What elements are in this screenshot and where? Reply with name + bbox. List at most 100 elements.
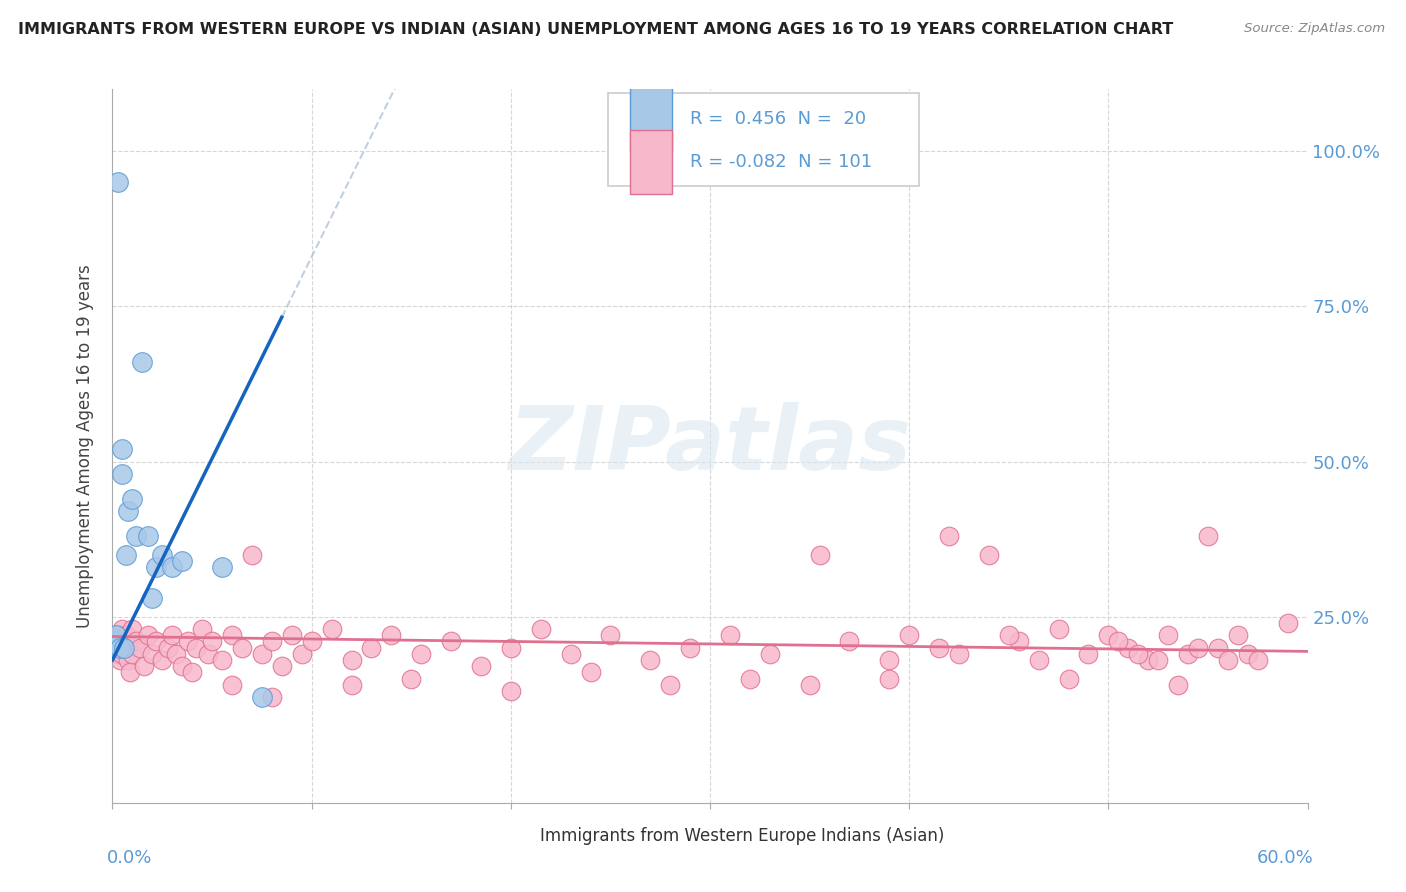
Point [125, 529, 148, 543]
Point [111, 467, 134, 481]
Point [221, 628, 243, 642]
Point [172, 554, 194, 568]
Point [121, 622, 143, 636]
Point [114, 634, 135, 648]
Text: IMMIGRANTS FROM WESTERN EUROPE VS INDIAN (ASIAN) UNEMPLOYMENT AMONG AGES 16 TO 1: IMMIGRANTS FROM WESTERN EUROPE VS INDIAN… [18, 22, 1174, 37]
Point [1197, 529, 1219, 543]
Point [114, 640, 135, 655]
Point [111, 622, 134, 636]
Point [197, 647, 219, 661]
Point [145, 634, 167, 648]
Point [107, 647, 129, 661]
Point [579, 665, 602, 680]
Point [1277, 615, 1299, 630]
Point [221, 678, 243, 692]
FancyBboxPatch shape [609, 93, 920, 186]
Text: R =  0.456  N =  20: R = 0.456 N = 20 [690, 110, 866, 128]
Point [321, 622, 343, 636]
Point [838, 634, 860, 648]
Point [260, 634, 283, 648]
Point [879, 653, 901, 667]
Point [110, 653, 132, 667]
Point [105, 628, 128, 642]
Point [117, 640, 139, 655]
Point [1147, 653, 1170, 667]
Point [120, 634, 142, 648]
Point [499, 640, 522, 655]
Point [470, 659, 492, 673]
Point [103, 634, 125, 648]
Point [111, 647, 134, 661]
Point [1247, 653, 1270, 667]
Point [659, 678, 682, 692]
Point [120, 665, 142, 680]
Point [898, 628, 921, 642]
Point [759, 647, 782, 661]
Point [260, 690, 283, 705]
Point [1187, 640, 1209, 655]
Point [162, 560, 183, 574]
Point [799, 678, 821, 692]
Point [1177, 647, 1199, 661]
Point [250, 647, 273, 661]
Text: Immigrants from Western Europe: Immigrants from Western Europe [540, 828, 817, 846]
Point [938, 529, 960, 543]
FancyBboxPatch shape [630, 130, 672, 194]
FancyBboxPatch shape [787, 828, 814, 846]
Point [340, 653, 363, 667]
Point [281, 628, 304, 642]
Point [270, 659, 292, 673]
Point [231, 640, 253, 655]
Text: Source: ZipAtlas.com: Source: ZipAtlas.com [1244, 22, 1385, 36]
Point [114, 640, 135, 655]
Point [1157, 628, 1180, 642]
Point [172, 659, 194, 673]
Point [1008, 634, 1031, 648]
Point [110, 640, 132, 655]
Point [150, 548, 173, 562]
Point [186, 640, 208, 655]
Point [211, 560, 233, 574]
FancyBboxPatch shape [630, 87, 672, 151]
Point [121, 647, 143, 661]
Point [718, 628, 741, 642]
Point [103, 634, 125, 648]
Point [181, 665, 204, 680]
Point [150, 653, 173, 667]
Point [440, 634, 463, 648]
Point [530, 622, 553, 636]
FancyBboxPatch shape [508, 828, 533, 846]
Point [162, 628, 183, 642]
Point [157, 640, 180, 655]
Point [138, 628, 160, 642]
Point [111, 442, 134, 456]
Point [401, 672, 423, 686]
Point [1167, 678, 1189, 692]
Point [110, 628, 132, 642]
Point [977, 548, 1000, 562]
Point [1028, 653, 1050, 667]
Point [107, 175, 129, 189]
Text: 0.0%: 0.0% [107, 849, 152, 867]
Y-axis label: Unemployment Among Ages 16 to 19 years: Unemployment Among Ages 16 to 19 years [76, 264, 94, 628]
Point [679, 640, 702, 655]
Point [145, 560, 167, 574]
Point [380, 628, 402, 642]
Point [1226, 628, 1249, 642]
Point [340, 678, 363, 692]
Point [201, 634, 224, 648]
Point [107, 628, 129, 642]
Point [1107, 634, 1129, 648]
Point [117, 504, 139, 518]
Point [1097, 628, 1119, 642]
Point [640, 653, 662, 667]
Point [1137, 653, 1160, 667]
Point [1057, 672, 1080, 686]
Point [134, 659, 156, 673]
Text: Indians (Asian): Indians (Asian) [821, 828, 945, 846]
Point [191, 622, 214, 636]
Point [141, 647, 163, 661]
Point [948, 647, 970, 661]
Point [1237, 647, 1260, 661]
Point [115, 628, 138, 642]
